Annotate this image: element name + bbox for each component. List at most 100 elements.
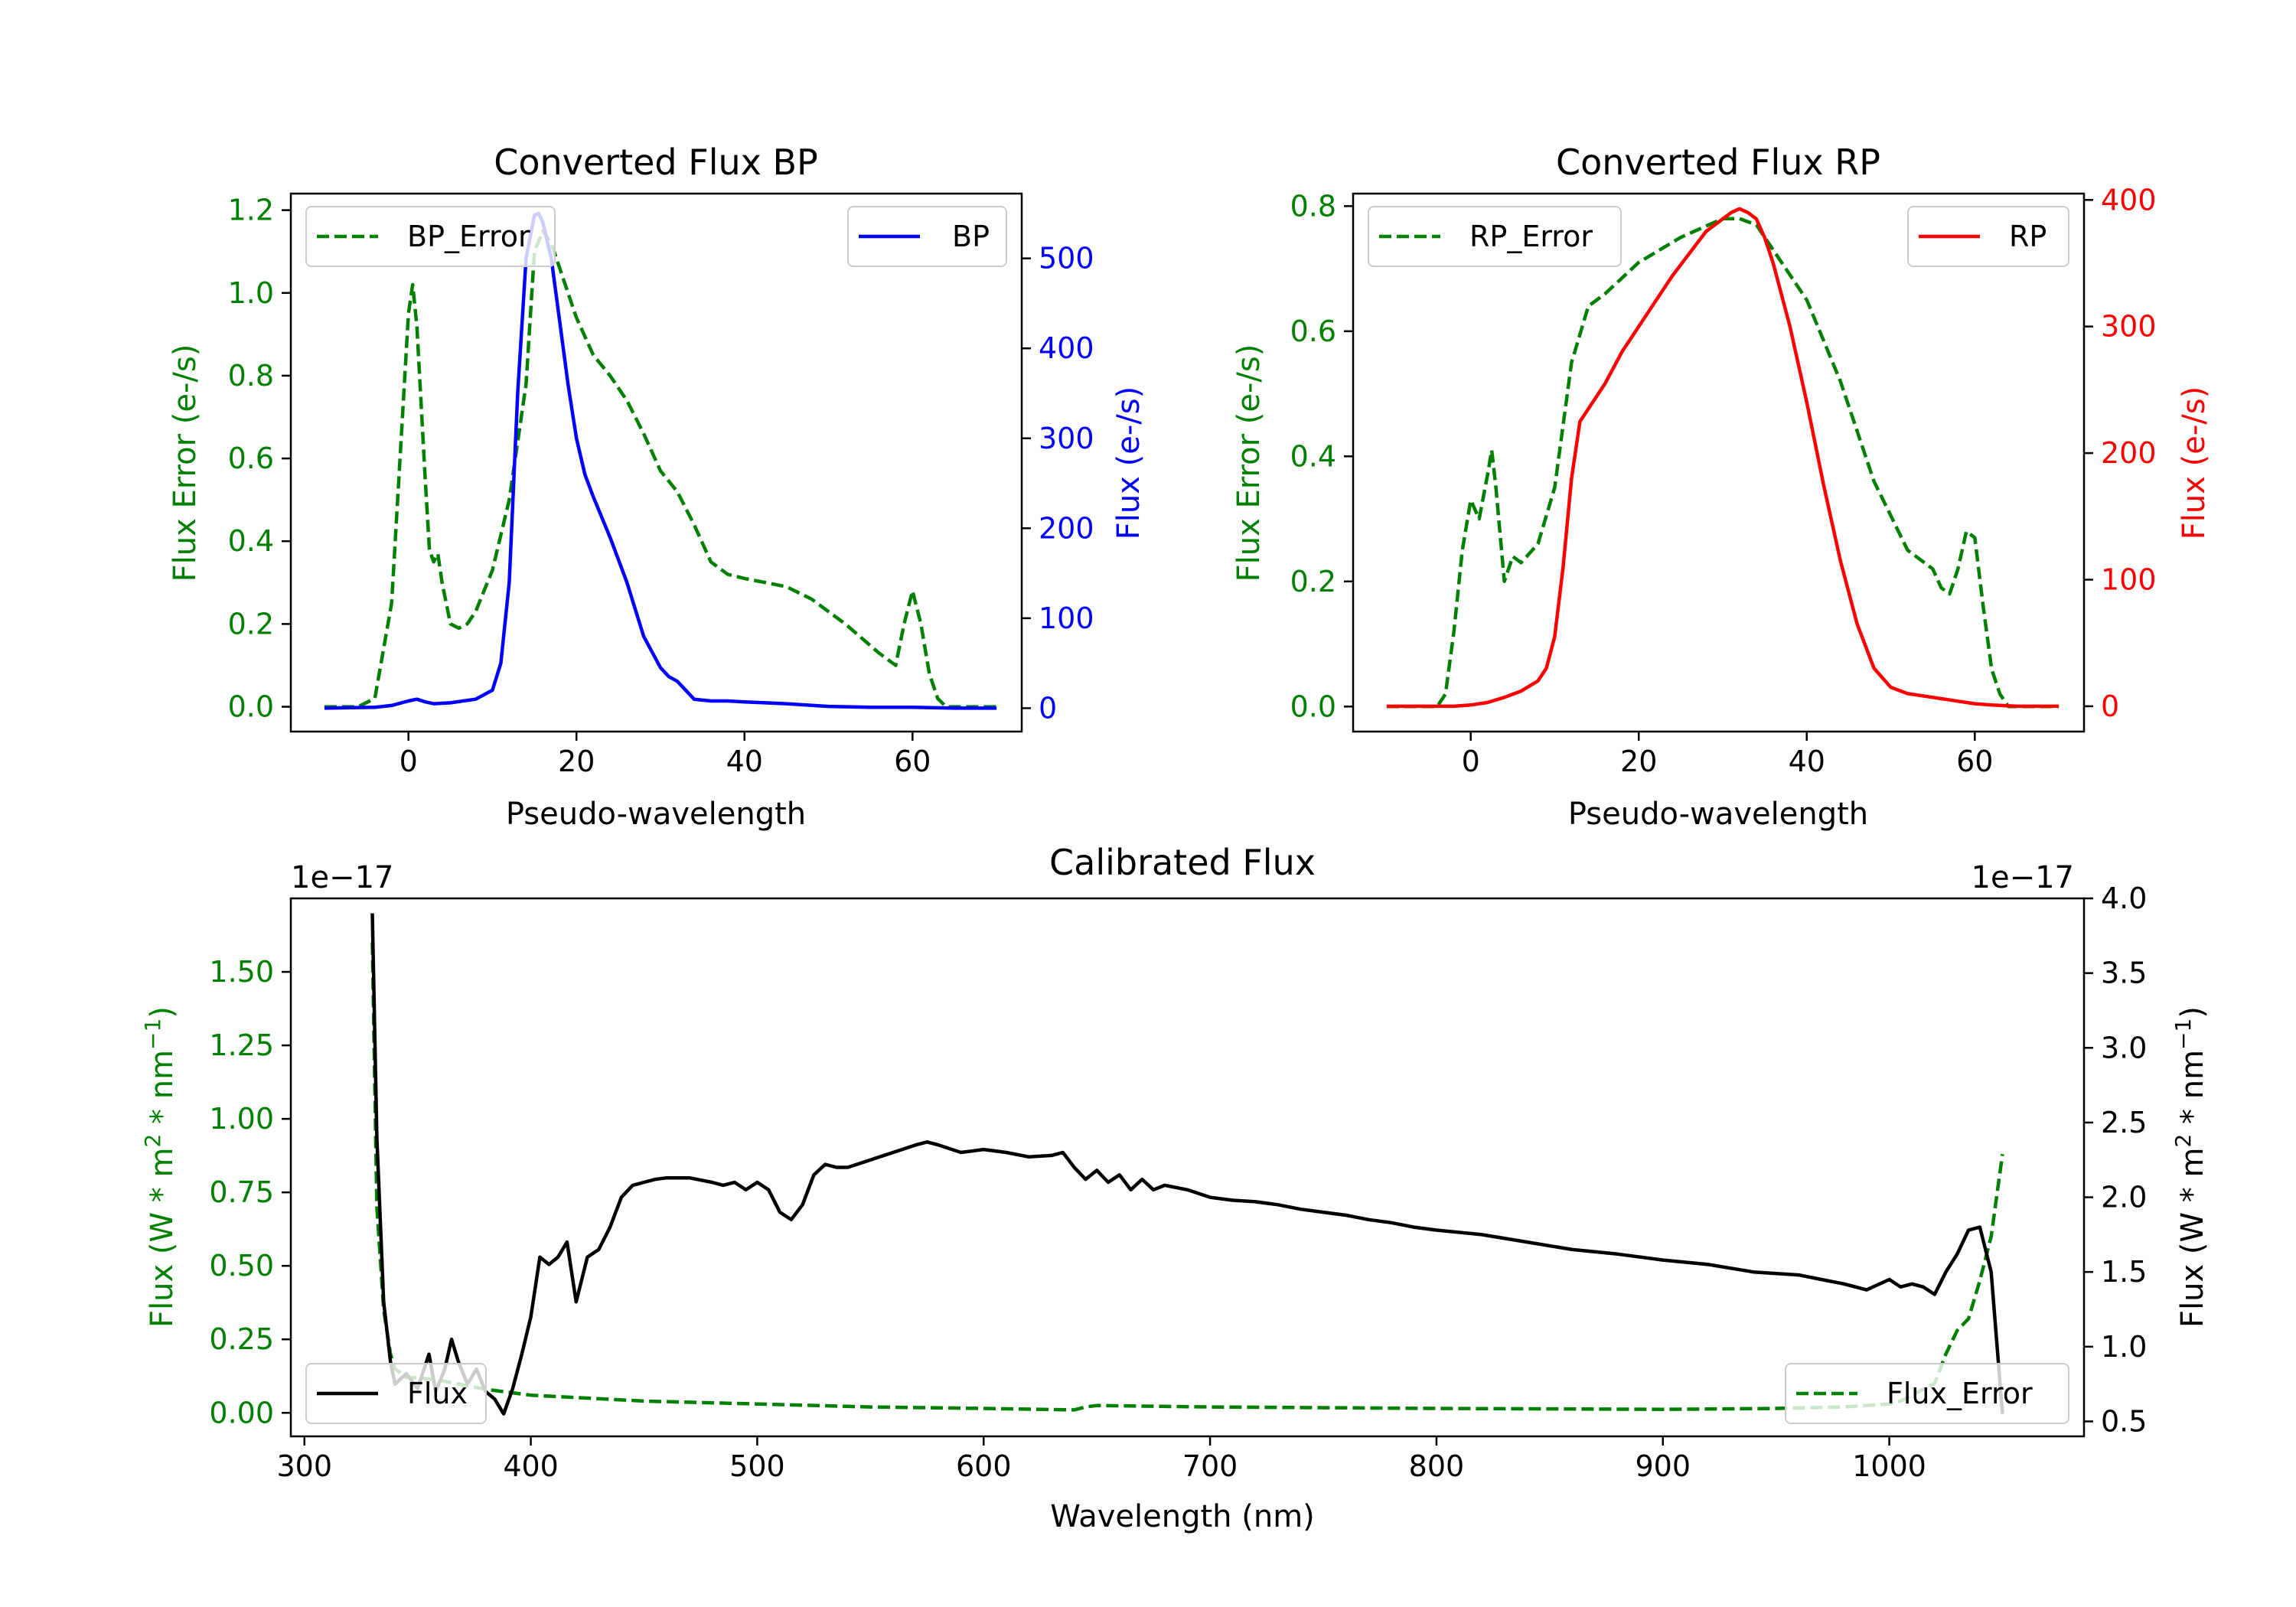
calibrated-plot-frame xyxy=(289,897,2086,1438)
rp-left-ticks: 0.0 0.2 0.4 0.6 0.8 xyxy=(1290,189,1353,723)
rp-legend-right: RP xyxy=(1907,206,2069,267)
calibrated-series-flux xyxy=(370,913,2004,1416)
rp-left-tick-label: 0.4 xyxy=(1290,439,1336,473)
calibrated-right-axis-label: Flux (W * m2 * nm−1) xyxy=(2170,1006,2210,1328)
bp-right-tick-label: 200 xyxy=(1039,511,1094,545)
rp-error-legend-label: RP_Error xyxy=(1469,220,1593,253)
calibrated-x-tick-label: 1000 xyxy=(1852,1449,1926,1483)
bp-right-tick-label: 400 xyxy=(1039,331,1094,365)
rp-right-axis-label: Flux (e-/s) xyxy=(2177,386,2212,539)
bp-left-tick-label: 1.2 xyxy=(228,194,274,227)
calibrated-left-tick-label: 1.50 xyxy=(209,955,274,989)
rp-series-rp-error xyxy=(1386,217,2060,709)
rp-left-axis-label: Flux Error (e-/s) xyxy=(1231,344,1267,582)
calibrated-legend-left: Flux xyxy=(305,1363,487,1424)
calibrated-left-ticks: 0.00 0.25 0.50 0.75 1.00 1.25 1.50 xyxy=(209,955,291,1429)
panel-calibrated: Calibrated Flux Wavelength (nm) 1e−17 1e… xyxy=(140,842,2210,1534)
calibrated-right-tick-label: 2.0 xyxy=(2101,1181,2147,1214)
calibrated-right-offset-text: 1e−17 xyxy=(1971,860,2074,895)
rp-series-layer xyxy=(1386,207,2060,709)
calibrated-x-tick-label: 600 xyxy=(956,1449,1012,1483)
rp-right-tick-label: 400 xyxy=(2101,183,2157,217)
calibrated-right-ticks: 0.5 1.0 1.5 2.0 2.5 3.0 3.5 4.0 xyxy=(2084,882,2147,1438)
rp-right-tick-label: 0 xyxy=(2101,689,2119,723)
bp-x-tick-label: 20 xyxy=(558,745,595,778)
calibrated-x-tick-label: 500 xyxy=(729,1449,785,1483)
rp-x-tick-label: 40 xyxy=(1789,745,1825,778)
bp-left-tick-label: 0.0 xyxy=(228,690,274,724)
bp-left-tick-label: 1.0 xyxy=(228,276,274,310)
rp-x-tick-label: 60 xyxy=(1956,745,1993,778)
calibrated-right-tick-label: 1.5 xyxy=(2101,1255,2147,1289)
rp-left-tick-label: 0.2 xyxy=(1290,565,1336,598)
rp-legend-right-box xyxy=(1907,206,2069,267)
bp-right-tick-label: 500 xyxy=(1039,242,1094,275)
calibrated-left-tick-label: 0.00 xyxy=(209,1396,274,1429)
calibrated-x-ticks: 300 400 500 600 700 800 900 1000 xyxy=(276,1436,1926,1483)
bp-series-bp xyxy=(324,211,997,710)
calibrated-left-axis-label: Flux (W * m2 * nm−1) xyxy=(140,1006,180,1328)
bp-left-axis-label: Flux Error (e-/s) xyxy=(168,344,203,582)
rp-left-tick-label: 0.8 xyxy=(1290,189,1336,223)
calibrated-left-tick-label: 0.75 xyxy=(209,1175,274,1209)
bp-chart-title: Converted Flux BP xyxy=(494,142,818,183)
calibrated-right-tick-label: 2.5 xyxy=(2101,1106,2147,1139)
rp-right-tick-label: 300 xyxy=(2101,310,2157,344)
calibrated-legend-right: Flux_Error xyxy=(1785,1363,2069,1424)
rp-legend-label: RP xyxy=(2009,220,2047,253)
bp-legend-label: BP xyxy=(952,220,990,253)
rp-x-tick-label: 20 xyxy=(1620,745,1657,778)
flux-error-legend-box xyxy=(1785,1363,2069,1424)
calibrated-x-tick-label: 400 xyxy=(503,1449,559,1483)
calibrated-left-offset-text: 1e−17 xyxy=(291,860,393,895)
rp-right-tick-label: 200 xyxy=(2101,436,2157,470)
calibrated-x-tick-label: 700 xyxy=(1182,1449,1238,1483)
bp-right-ticks: 0 100 200 300 400 500 xyxy=(1022,242,1094,725)
calibrated-left-tick-label: 1.00 xyxy=(209,1102,274,1136)
calibrated-x-axis-label: Wavelength (nm) xyxy=(1050,1499,1315,1534)
bp-left-tick-label: 0.6 xyxy=(228,442,274,475)
bp-left-tick-label: 0.2 xyxy=(228,607,274,641)
calibrated-right-tick-label: 3.0 xyxy=(2101,1031,2147,1064)
calibrated-right-tick-label: 0.5 xyxy=(2101,1404,2147,1438)
rp-series-rp xyxy=(1386,207,2060,709)
bp-left-tick-label: 0.8 xyxy=(228,359,274,393)
bp-x-ticks: 0 20 40 60 xyxy=(400,732,931,778)
calibrated-right-tick-label: 3.5 xyxy=(2101,957,2147,990)
bp-series-bp-error xyxy=(324,229,997,709)
panel-bp: Converted Flux BP Pseudo-wavelength Flux… xyxy=(168,142,1146,832)
rp-x-axis-label: Pseudo-wavelength xyxy=(1568,797,1868,832)
bp-legend-left: BP_Error xyxy=(305,206,556,267)
bp-plot-frame xyxy=(289,192,1023,733)
bp-x-tick-label: 0 xyxy=(400,745,418,778)
bp-left-ticks: 0.0 0.2 0.4 0.6 0.8 1.0 1.2 xyxy=(228,194,291,724)
calibrated-left-tick-label: 1.25 xyxy=(209,1028,274,1062)
bp-left-tick-label: 0.4 xyxy=(228,524,274,558)
calibrated-left-tick-label: 0.25 xyxy=(209,1322,274,1356)
calibrated-chart-title: Calibrated Flux xyxy=(1049,842,1316,883)
bp-x-tick-label: 60 xyxy=(894,745,931,778)
rp-x-tick-label: 0 xyxy=(1462,745,1480,778)
calibrated-x-tick-label: 900 xyxy=(1635,1449,1691,1483)
rp-left-tick-label: 0.0 xyxy=(1290,689,1336,723)
bp-series-layer xyxy=(324,211,997,710)
bp-right-tick-label: 100 xyxy=(1039,601,1094,635)
calibrated-x-tick-label: 800 xyxy=(1409,1449,1465,1483)
flux-legend-box xyxy=(305,1363,487,1424)
rp-legend-left-box xyxy=(1368,206,1622,267)
rp-legend-left: RP_Error xyxy=(1368,206,1622,267)
bp-x-axis-label: Pseudo-wavelength xyxy=(506,797,806,832)
flux-error-legend-label: Flux_Error xyxy=(1887,1377,2033,1410)
rp-x-ticks: 0 20 40 60 xyxy=(1462,732,1993,778)
rp-plot-frame xyxy=(1352,192,2086,733)
bp-right-tick-label: 300 xyxy=(1039,422,1094,455)
bp-legend-left-box xyxy=(305,206,556,267)
bp-right-axis-label: Flux (e-/s) xyxy=(1111,386,1146,539)
bp-error-legend-label: BP_Error xyxy=(407,220,530,253)
bp-right-tick-label: 0 xyxy=(1039,691,1057,725)
bp-legend-right-box xyxy=(847,206,1007,267)
rp-left-tick-label: 0.6 xyxy=(1290,315,1336,348)
rp-chart-title: Converted Flux RP xyxy=(1556,142,1880,183)
